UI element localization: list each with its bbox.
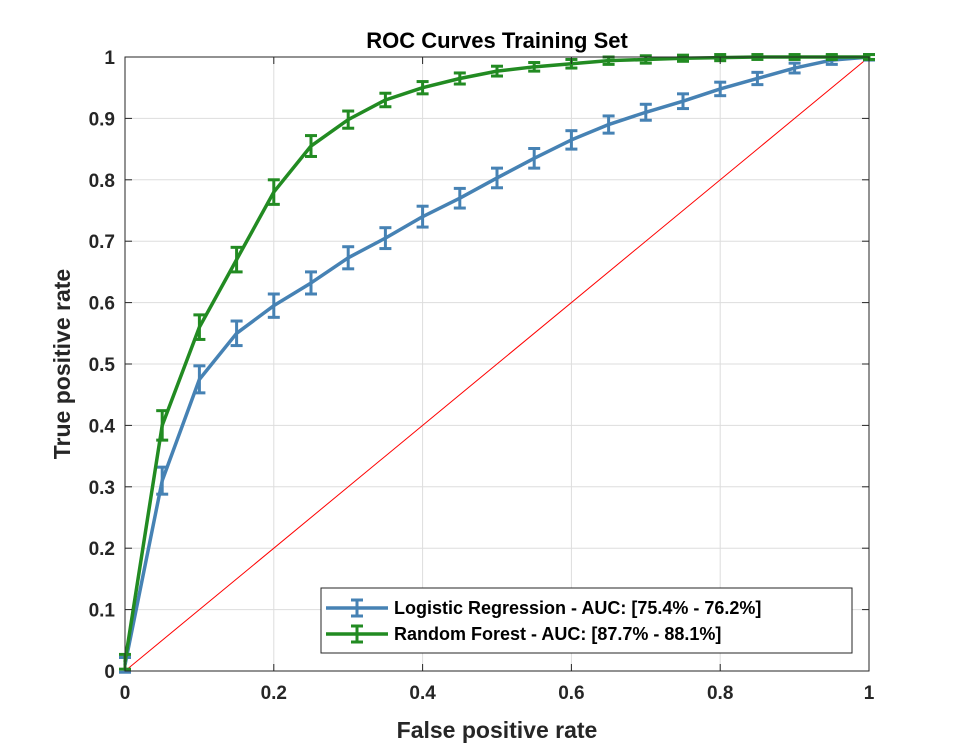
y-tick-label: 0.7 bbox=[89, 232, 115, 253]
y-tick-label: 0.4 bbox=[89, 416, 116, 437]
legend-entry-0: Logistic Regression - AUC: [75.4% - 76.2… bbox=[326, 598, 761, 618]
x-tick-label: 1 bbox=[864, 683, 875, 704]
error-bar bbox=[267, 178, 280, 206]
y-tick-label: 1 bbox=[104, 48, 115, 69]
x-axis-title: False positive rate bbox=[397, 717, 598, 743]
y-tick-label: 0.3 bbox=[89, 478, 115, 499]
legend-label: Logistic Regression - AUC: [75.4% - 76.2… bbox=[394, 598, 761, 618]
x-tick-label: 0 bbox=[120, 683, 131, 704]
error-bar bbox=[528, 146, 541, 170]
error-bar bbox=[193, 313, 206, 341]
legend-box bbox=[320, 587, 853, 654]
error-bar bbox=[602, 114, 615, 135]
error-bar bbox=[788, 61, 801, 75]
y-tick-label: 0.5 bbox=[89, 355, 116, 376]
error-bar bbox=[267, 292, 280, 319]
error-bar bbox=[379, 91, 392, 109]
error-bar bbox=[379, 226, 392, 251]
y-tick-label: 0.9 bbox=[89, 109, 115, 130]
y-axis-title: True positive rate bbox=[49, 269, 75, 459]
error-bar bbox=[193, 364, 206, 395]
ticks: 0 0.2 0.4 0.6 0.8 1 0 0.1 0.2 0.3 0.4 0.5 0.6 0.7 0.8 0… bbox=[89, 48, 875, 704]
error-bar bbox=[714, 80, 727, 98]
legend: Logistic Regression - AUC: [75.4% - 76.2… bbox=[320, 587, 853, 654]
x-tick-label: 0.4 bbox=[409, 683, 436, 704]
error-bar bbox=[565, 129, 578, 151]
error-bar bbox=[305, 270, 317, 296]
x-tick-label: 0.8 bbox=[707, 683, 733, 704]
legend-label: Random Forest - AUC: [87.7% - 88.1%] bbox=[394, 624, 721, 644]
error-bar bbox=[677, 92, 689, 111]
error-bar bbox=[491, 166, 503, 190]
y-tick-label: 0.8 bbox=[89, 171, 115, 192]
error-bar bbox=[453, 186, 466, 210]
error-bar bbox=[156, 409, 169, 442]
error-bar bbox=[416, 80, 429, 96]
error-bar bbox=[528, 61, 541, 73]
x-tick-label: 0.6 bbox=[558, 683, 584, 704]
error-bar bbox=[342, 109, 355, 130]
legend-entries: Logistic Regression - AUC: [75.4% - 76.2… bbox=[326, 598, 761, 644]
error-bar bbox=[230, 319, 243, 348]
x-tick-label: 0.2 bbox=[261, 683, 287, 704]
reference-line-group bbox=[124, 56, 870, 672]
error-bar bbox=[453, 71, 466, 86]
legend-entry-1: Random Forest - AUC: [87.7% - 88.1%] bbox=[326, 624, 721, 644]
chart-title: ROC Curves Training Set bbox=[366, 28, 628, 53]
error-bar bbox=[156, 465, 169, 496]
error-bar bbox=[342, 245, 355, 271]
reference-diagonal-line bbox=[124, 56, 870, 672]
error-bar bbox=[751, 70, 764, 87]
error-bar bbox=[491, 64, 503, 78]
error-bar bbox=[639, 102, 652, 122]
y-tick-label: 0.2 bbox=[89, 539, 115, 560]
y-tick-label: 0 bbox=[104, 662, 115, 683]
error-bar bbox=[677, 53, 689, 63]
error-bar bbox=[230, 245, 243, 274]
error-bar bbox=[416, 204, 429, 229]
error-bar bbox=[305, 134, 317, 158]
y-tick-label: 0.1 bbox=[89, 601, 116, 622]
y-tick-label: 0.6 bbox=[89, 294, 115, 315]
